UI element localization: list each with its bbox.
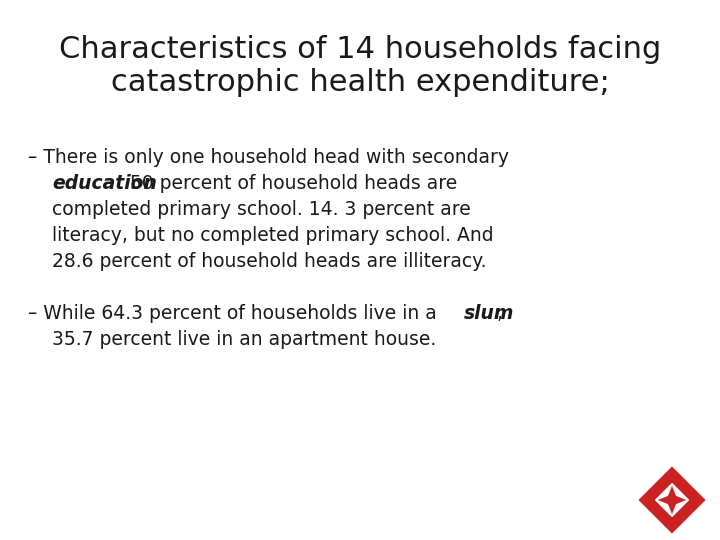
Polygon shape (667, 500, 678, 514)
Text: ,: , (496, 304, 502, 323)
Text: . 50 percent of household heads are: . 50 percent of household heads are (118, 174, 457, 193)
Text: 35.7 percent live in an apartment house.: 35.7 percent live in an apartment house. (52, 330, 436, 349)
Polygon shape (667, 486, 678, 500)
Text: Characteristics of 14 households facing: Characteristics of 14 households facing (59, 35, 661, 64)
Text: – There is only one household head with secondary: – There is only one household head with … (28, 148, 509, 167)
Polygon shape (655, 483, 689, 517)
Text: literacy, but no completed primary school. And: literacy, but no completed primary schoo… (52, 226, 494, 245)
Polygon shape (637, 465, 707, 535)
Text: completed primary school. 14. 3 percent are: completed primary school. 14. 3 percent … (52, 200, 471, 219)
Text: catastrophic health expenditure;: catastrophic health expenditure; (111, 68, 609, 97)
Text: – While 64.3 percent of households live in a: – While 64.3 percent of households live … (28, 304, 443, 323)
Text: slum: slum (464, 304, 514, 323)
Polygon shape (658, 495, 672, 505)
Polygon shape (672, 495, 685, 505)
Text: education: education (52, 174, 157, 193)
Text: 28.6 percent of household heads are illiteracy.: 28.6 percent of household heads are illi… (52, 252, 487, 271)
